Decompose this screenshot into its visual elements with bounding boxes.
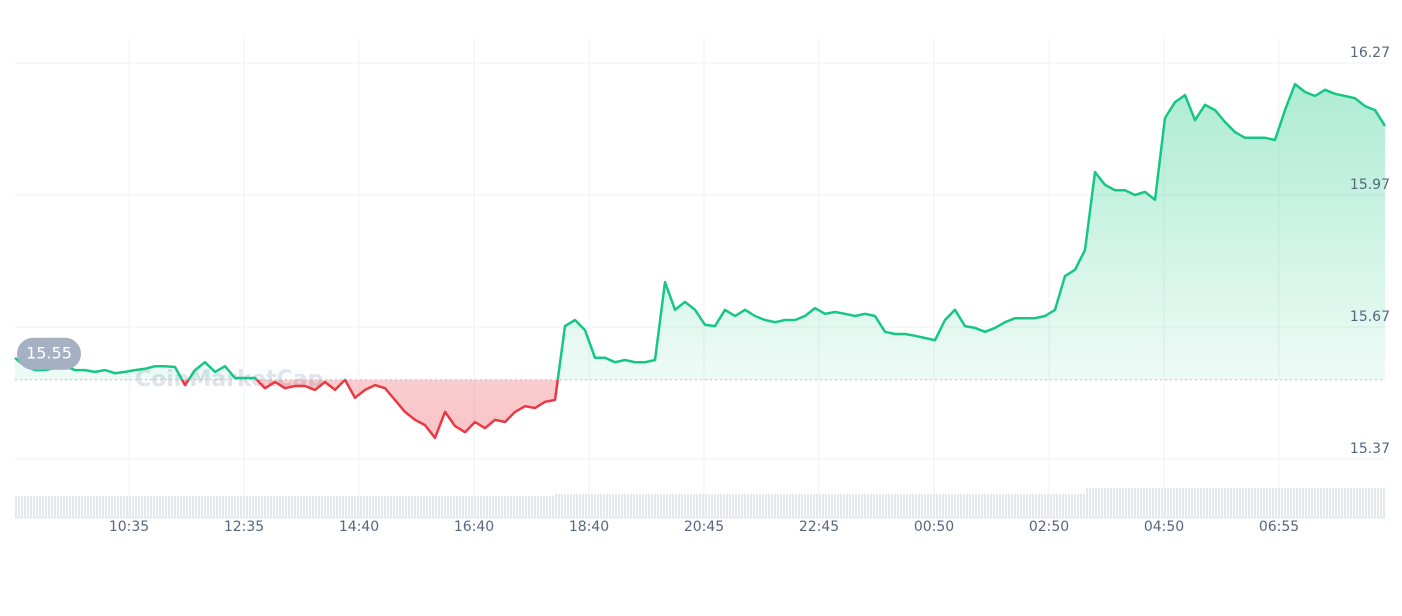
price-line-up [14,82,1387,380]
y-tick-label: 15.67 [1350,309,1390,325]
plot [14,82,1387,440]
baseline-label: 15.55 [26,343,72,362]
y-tick-label: 15.37 [1350,441,1390,457]
y-tick-label: 16.27 [1350,45,1390,61]
x-tick-label: 00:50 [914,519,954,535]
volume-bars [1085,488,1385,518]
x-tick-label: 02:50 [1029,519,1069,535]
x-tick-label: 20:45 [684,519,724,535]
volume-band [15,488,1385,519]
labels: 15.37 15.67 15.97 16.27 10:35 12:35 14:40 16:40… [17,45,1390,535]
x-tick-label: 16:40 [454,519,494,535]
volume-bars [555,494,1085,518]
x-tick-label: 04:50 [1144,519,1184,535]
x-tick-label: 12:35 [224,519,264,535]
area-up [15,84,1385,380]
volume-bars [15,496,555,518]
x-tick-label: 18:40 [569,519,609,535]
baseline-badge [17,337,81,370]
x-tick-label: 22:45 [799,519,839,535]
x-tick-label: 10:35 [109,519,149,535]
x-tick-label: 14:40 [339,519,379,535]
y-tick-label: 15.97 [1350,177,1390,193]
x-tick-label: 06:55 [1259,519,1299,535]
